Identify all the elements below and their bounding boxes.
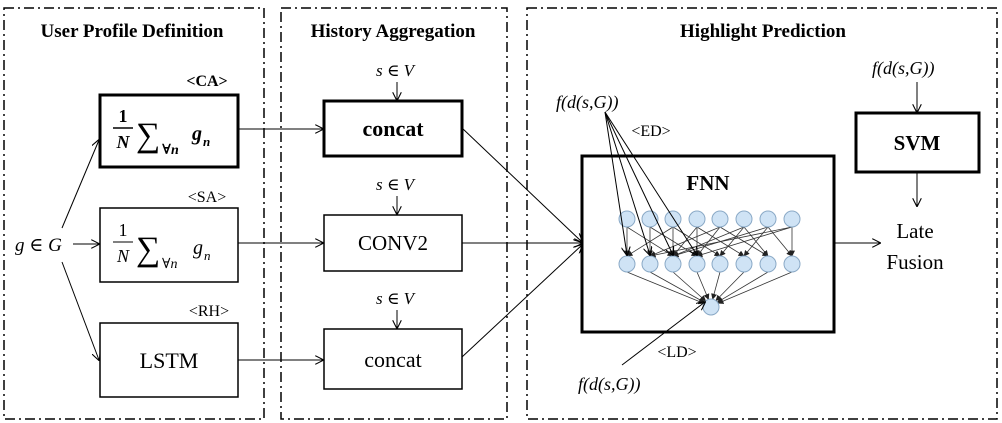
ca-sum-term: g [191, 123, 202, 145]
fnn-node-layer1 [711, 210, 729, 228]
fnn-connection-l1 [672, 226, 745, 257]
fnn-connections [624, 226, 795, 305]
lstm-box [99, 322, 239, 398]
sa-frac-num: 1 [119, 220, 128, 240]
fnn-connection-l2 [711, 271, 721, 300]
conv-box [323, 214, 463, 272]
svm-label: SVM [894, 131, 941, 155]
fnn-node-layer1 [618, 210, 636, 228]
fnn-node-layer2 [735, 255, 753, 273]
fnn-node-layer2 [759, 255, 777, 273]
fnn-node-layer1 [735, 210, 753, 228]
history-input-top: s ∈ V [376, 61, 417, 80]
ca-box [98, 93, 240, 169]
arrow-input-to-ca [61, 140, 99, 229]
sa-frac-den: N [116, 246, 130, 266]
ca-frac-num: 1 [119, 106, 128, 126]
panel-user-profile [3, 7, 265, 420]
fnn-node-layer2 [688, 255, 706, 273]
sa-sum-symbol: ∑ [136, 231, 160, 268]
fnn-connection-l1 [696, 226, 793, 258]
fnn-connection-l2 [696, 271, 710, 300]
fnn-connection-l2 [715, 271, 745, 302]
arrow-concat-bottom-to-fnn [461, 245, 582, 358]
conv-label: CONV2 [358, 231, 428, 255]
fnn-connection-l1 [649, 226, 721, 257]
sa-box [99, 207, 239, 283]
arrow-ld-to-output [621, 302, 705, 366]
fnn-node-layer2 [641, 255, 659, 273]
fnn-connection-l2 [672, 271, 707, 302]
sa-sum-term: g [193, 237, 203, 259]
history-input-bottom: s ∈ V [376, 289, 417, 308]
ed-arrows [604, 111, 697, 255]
ca-frac-den: N [116, 132, 131, 152]
late-label: Late [896, 219, 933, 243]
concat-bottom-box [323, 328, 463, 390]
arrow-ed-to-node [604, 111, 673, 255]
ca-formula: 1 N ∑ ∀n g n [113, 106, 210, 158]
fnn-node-layer1 [688, 210, 706, 228]
fusion-label: Fusion [886, 250, 944, 274]
fnn-connection-l1 [743, 226, 769, 257]
fnn-connection-l2 [716, 271, 769, 303]
concat-top-label: concat [362, 116, 424, 141]
fnn-node-layer2 [618, 255, 636, 273]
panel-title-highlight: Highlight Prediction [680, 21, 846, 42]
fnn-connection-l1 [626, 226, 674, 257]
input-label: g ∈ G [15, 235, 62, 256]
panel-title-user-profile: User Profile Definition [41, 21, 224, 42]
fnn-node-layer2 [664, 255, 682, 273]
ca-sum-subscript: ∀n [162, 143, 179, 158]
arrow-ed-to-node [604, 111, 697, 255]
sa-sum-subscript: ∀n [162, 257, 177, 272]
lstm-label: LSTM [140, 348, 199, 373]
ed-tag: <ED> [631, 123, 670, 140]
svm-feature-label: f(d(s,G)) [872, 58, 934, 79]
fnn-node-layer1 [783, 210, 801, 228]
ed-feature-label: f(d(s,G)) [556, 92, 618, 113]
fnn-node-layer1 [759, 210, 777, 228]
sa-tag: <SA> [188, 189, 227, 206]
panel-highlight [526, 7, 998, 420]
ld-tag: <LD> [657, 344, 696, 361]
ca-sum-term-subscript: n [203, 134, 210, 149]
ca-sum-symbol: ∑ [136, 117, 160, 154]
arrow-concat-top-to-fnn [461, 127, 582, 242]
arrow-input-to-rh [61, 261, 99, 360]
sa-formula: 1 N ∑ ∀n g n [113, 220, 211, 272]
fnn-node-layer1 [664, 210, 682, 228]
fnn-node-layer2 [783, 255, 801, 273]
panel-title-history: History Aggregation [311, 21, 476, 42]
panel-history [280, 7, 508, 420]
arrow-ed-to-node [604, 111, 650, 255]
fnn-connection-l2 [626, 271, 705, 305]
arrow-ed-to-node [604, 111, 627, 255]
fnn-connection-l1 [767, 226, 793, 257]
fnn-connection-l1 [719, 226, 745, 257]
sa-sum-term-subscript: n [204, 248, 211, 263]
fnn-connection-l2 [717, 271, 793, 304]
ca-tag: <CA> [186, 73, 227, 90]
fnn-node-layer2 [711, 255, 729, 273]
fnn-label: FNN [686, 171, 729, 195]
concat-bottom-label: concat [364, 347, 421, 372]
rh-tag: <RH> [189, 303, 229, 320]
history-input-mid: s ∈ V [376, 175, 417, 194]
ld-feature-label: f(d(s,G)) [578, 374, 640, 395]
fnn-connection-l2 [649, 271, 705, 303]
svm-box [854, 111, 981, 174]
fnn-node-output [702, 298, 720, 316]
